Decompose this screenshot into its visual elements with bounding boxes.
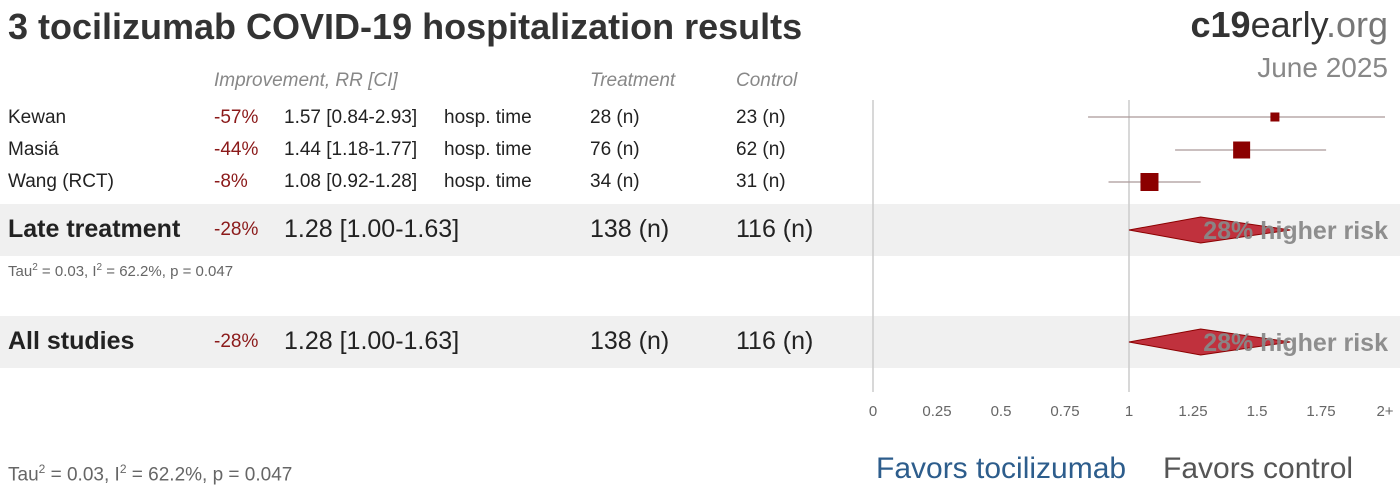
brand-light: .org — [1325, 4, 1388, 45]
late-treatment-ci: 1.28 [1.00-1.63] — [284, 215, 460, 243]
study-point — [1233, 141, 1251, 159]
x-tick-label: 2+ — [1376, 403, 1393, 420]
late-treatment-label: Late treatment — [8, 215, 181, 243]
study-treatment: 76 (n) — [590, 139, 640, 160]
summary-risk-label: 28% higher risk — [1203, 217, 1388, 245]
study-outcome: hosp. time — [444, 139, 532, 160]
late-treatment-treatment: 138 (n) — [590, 215, 670, 243]
late-treatment-stats: Tau2 = 0.03, I2 = 62.2%, p = 0.047 — [8, 262, 234, 280]
study-improvement: -57% — [214, 107, 259, 128]
study-outcome: hosp. time — [444, 171, 532, 192]
footer-stats: Tau2 = 0.03, I2 = 62.2%, p = 0.047 — [8, 462, 293, 486]
page-title: 3 tocilizumab COVID-19 hospitalization r… — [8, 6, 803, 47]
study-improvement: -44% — [214, 139, 259, 160]
all-studies-ci: 1.28 [1.00-1.63] — [284, 327, 460, 355]
study-control: 23 (n) — [736, 107, 786, 128]
footer-a: = 0.03, I — [50, 464, 120, 486]
summary-diamond — [1128, 328, 1291, 356]
study-improvement: -8% — [214, 171, 248, 192]
study-treatment: 34 (n) — [590, 171, 640, 192]
summary-risk-label: 28% higher risk — [1203, 329, 1388, 357]
study-ci: 1.57 [0.84-2.93] — [284, 107, 418, 128]
study-control: 62 (n) — [736, 139, 786, 160]
stats-a: = 0.03, I — [41, 263, 97, 280]
favors-control-label: Favors control — [1163, 452, 1354, 485]
study-name: Masiá — [8, 139, 59, 160]
study-point — [1140, 173, 1159, 191]
study-name: Wang (RCT) — [8, 171, 114, 192]
x-tick-label: 1.25 — [1178, 403, 1207, 420]
study-treatment: 28 (n) — [590, 107, 640, 128]
x-tick-label: 0.5 — [991, 403, 1012, 420]
favors-tocilizumab-label: Favors tocilizumab — [876, 452, 1127, 485]
study-ci: 1.44 [1.18-1.77] — [284, 139, 418, 160]
footer-b: = 62.2%, p = 0.047 — [131, 464, 293, 486]
header-improvement: Improvement, RR [CI] — [214, 70, 398, 91]
late-treatment-improvement: -28% — [214, 219, 259, 240]
footer-tau: Tau — [8, 464, 39, 486]
brand-bold: c19 — [1190, 4, 1251, 45]
x-tick-label: 1.75 — [1306, 403, 1335, 420]
x-tick-label: 0.75 — [1050, 403, 1079, 420]
brand-mid: early — [1250, 4, 1326, 45]
study-name: Kewan — [8, 107, 67, 128]
study-ci: 1.08 [0.92-1.28] — [284, 171, 418, 192]
study-point — [1270, 112, 1280, 122]
stats-tau: Tau — [8, 263, 33, 280]
summary-diamond — [1128, 216, 1291, 244]
stats-b: = 62.2%, p = 0.047 — [106, 263, 234, 280]
late-treatment-control: 116 (n) — [736, 215, 814, 243]
x-tick-label: 1 — [1125, 403, 1133, 420]
all-studies-control: 116 (n) — [736, 327, 814, 355]
all-studies-improvement: -28% — [214, 331, 259, 352]
x-tick-label: 1.5 — [1247, 403, 1268, 420]
x-tick-label: 0.25 — [922, 403, 951, 420]
header-control: Control — [736, 70, 798, 91]
header-treatment: Treatment — [590, 70, 676, 91]
all-studies-label: All studies — [8, 327, 135, 355]
date-label: June 2025 — [1257, 52, 1388, 83]
all-studies-treatment: 138 (n) — [590, 327, 670, 355]
brand-logo[interactable]: c19early.org — [1191, 4, 1388, 46]
x-tick-label: 0 — [869, 403, 877, 420]
study-control: 31 (n) — [736, 171, 786, 192]
study-outcome: hosp. time — [444, 107, 532, 128]
